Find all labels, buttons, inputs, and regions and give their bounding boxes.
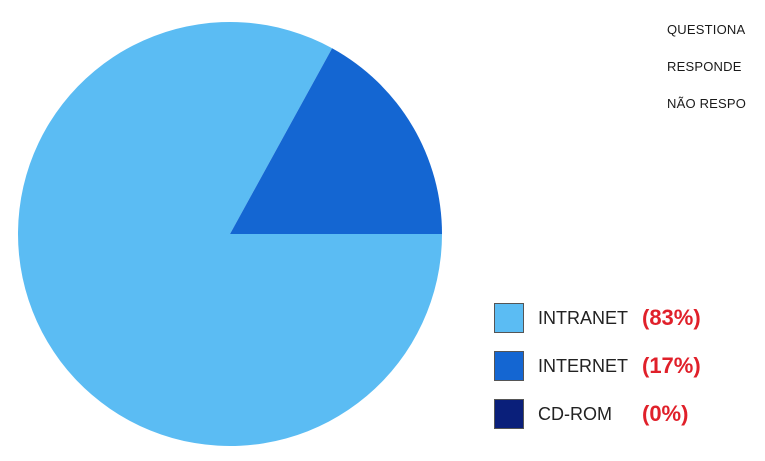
legend-item-internet: INTERNET (17%)	[494, 348, 701, 384]
info-line-questionarios: QUESTIONA	[667, 22, 746, 37]
legend-percent-intranet: (83%)	[642, 305, 701, 330]
info-line-nao-responderam: NÃO RESPO	[667, 96, 747, 111]
legend-label-intranet: INTRANET	[538, 307, 628, 328]
legend-swatch-intranet	[494, 303, 524, 333]
legend-label-internet: INTERNET	[538, 355, 628, 376]
legend-swatch-internet	[494, 351, 524, 381]
legend-item-cdrom: CD-ROM (0%)	[494, 396, 688, 432]
legend-label-cdrom: CD-ROM	[538, 403, 612, 424]
legend-item-intranet: INTRANET (83%)	[494, 300, 701, 336]
legend-percent-cdrom: (0%)	[642, 401, 689, 426]
legend-percent-internet: (17%)	[642, 353, 701, 378]
legend-swatch-cdrom	[494, 399, 524, 429]
pie-slice-intranet	[18, 21, 443, 446]
info-line-responderam: RESPONDE	[667, 59, 742, 74]
pie-slice-internet	[230, 48, 442, 234]
